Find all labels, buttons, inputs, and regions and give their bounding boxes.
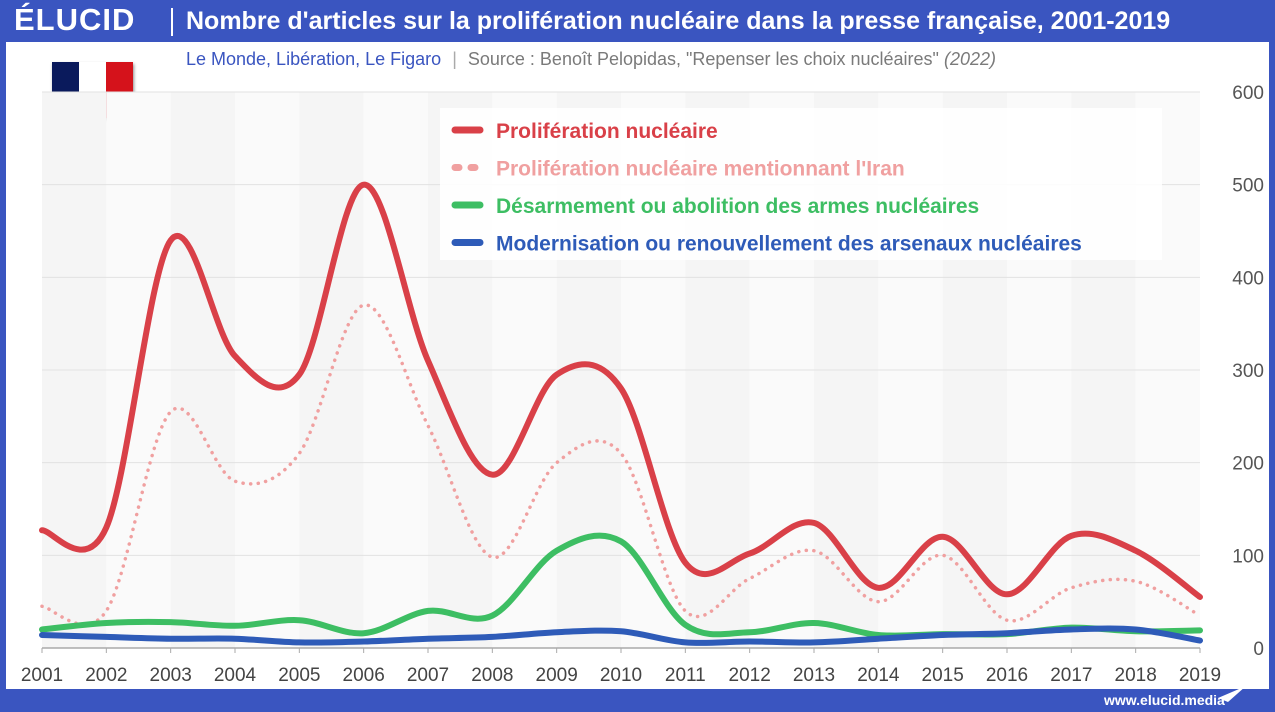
x-tick-label: 2005	[278, 665, 320, 686]
y-tick-label: 400	[1232, 268, 1264, 289]
chart-subtitle: Le Monde, Libération, Le Figaro | Source…	[186, 49, 996, 70]
series-lines	[39, 181, 1203, 646]
legend-label: Désarmement ou abolition des armes nuclé…	[496, 195, 979, 218]
x-tick-label: 2018	[1115, 665, 1157, 686]
x-tick-label: 2017	[1050, 665, 1092, 686]
logo-separator	[171, 8, 173, 36]
axes: 0 100 200 300 400 500 600 2001 2002 2003 2004 2005 2…	[21, 83, 1264, 686]
x-tick-label: 2010	[600, 665, 642, 686]
chart-title: Nombre d'articles sur la prolifération n…	[186, 7, 1171, 35]
x-tick-label: 2001	[21, 665, 63, 686]
x-tick-label: 2009	[536, 665, 578, 686]
legend-label: Prolifération nucléaire mentionnant l'Ir…	[496, 158, 905, 181]
legend-background	[440, 108, 1162, 260]
legend-label: Prolifération nucléaire	[496, 120, 718, 143]
source-separator: |	[452, 49, 457, 69]
x-tick-label: 2016	[986, 665, 1028, 686]
x-tick-label: 2003	[150, 665, 192, 686]
legend: Prolifération nucléaire Prolifération nuc…	[451, 120, 1082, 256]
legend-label: Modernisation ou renouvellement des arse…	[496, 233, 1082, 256]
x-tick-label: 2011	[665, 665, 706, 686]
y-tick-label: 200	[1232, 454, 1264, 475]
source-text: Source : Benoît Pelopidas, "Repenser les…	[467, 49, 939, 69]
x-tick-label: 2006	[343, 665, 385, 686]
series-line	[39, 181, 1203, 600]
x-tick-label: 2002	[85, 665, 127, 686]
y-tick-label: 500	[1232, 176, 1264, 197]
series-line	[40, 303, 1202, 627]
x-tick-label: 2013	[793, 665, 835, 686]
x-tick-label: 2004	[214, 665, 257, 686]
source-year: (2022)	[943, 49, 996, 69]
x-tick-label: 2007	[407, 665, 449, 686]
series-line	[39, 625, 1203, 646]
y-tick-label: 100	[1232, 546, 1264, 567]
x-tick-label: 2014	[857, 665, 900, 686]
footer-url[interactable]: www.elucid.media	[1104, 692, 1225, 708]
source-publications: Le Monde, Libération, Le Figaro	[186, 49, 442, 69]
x-tick-label: 2012	[729, 665, 771, 686]
y-tick-label: 600	[1232, 83, 1264, 104]
x-tick-label: 2015	[922, 665, 964, 686]
elucid-logo: ÉLUCID	[14, 2, 136, 37]
x-tick-label: 2019	[1179, 665, 1221, 686]
elucid-arrow-icon	[1218, 686, 1246, 702]
y-tick-label: 0	[1253, 639, 1264, 660]
legend-box	[440, 108, 1162, 260]
x-tick-label: 2008	[471, 665, 513, 686]
y-tick-label: 300	[1232, 361, 1264, 382]
